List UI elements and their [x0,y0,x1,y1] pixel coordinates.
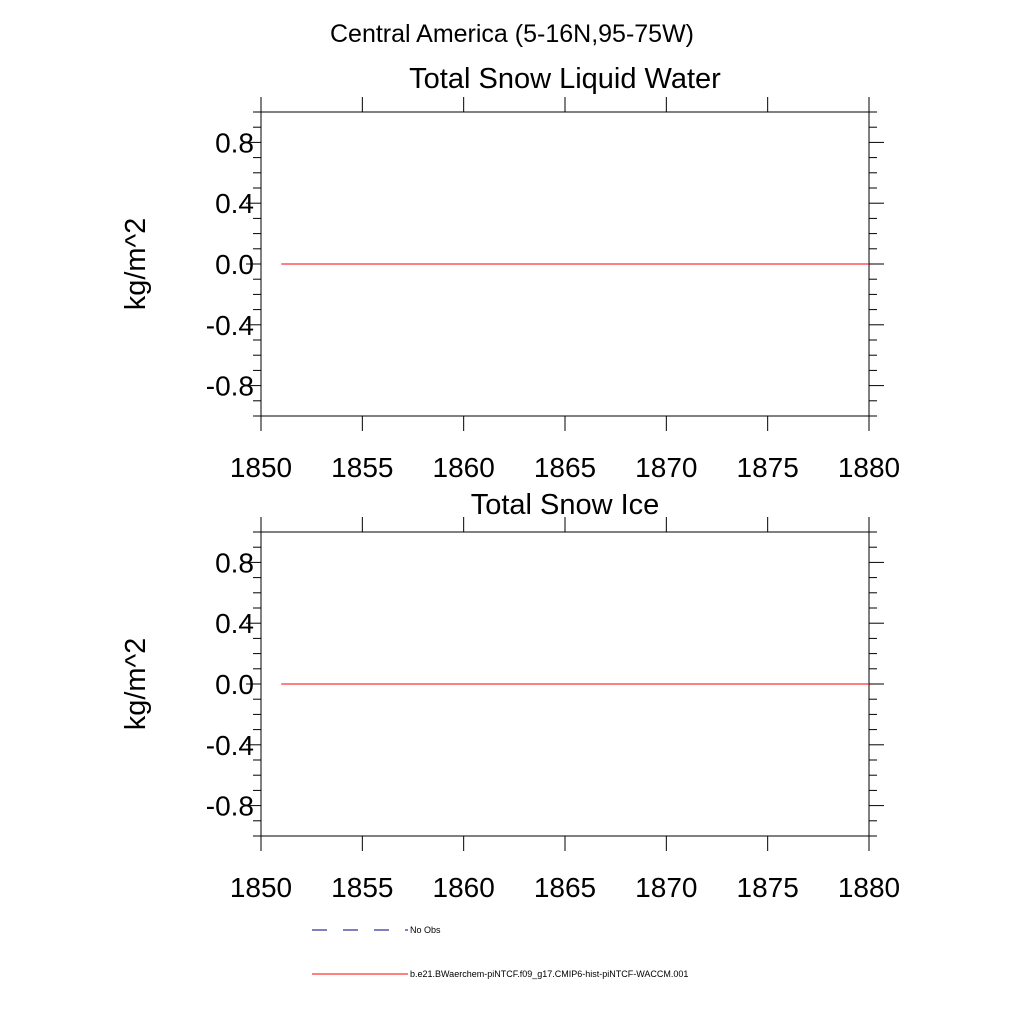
x-tick-label: 1850 [230,452,292,483]
x-tick-label: 1870 [635,452,697,483]
y-tick-labels: 0.8 0.4 0.0 -0.4 -0.8 [206,547,254,821]
x-tick-label: 1850 [230,872,292,903]
y-tick-label: 0.0 [215,669,254,700]
y-tick-label: -0.8 [206,791,254,822]
x-tick-label: 1860 [433,452,495,483]
x-tick-label: 1880 [838,452,900,483]
y-tick-label: 0.8 [215,127,254,158]
plot-panel-snow-ice: Total Snow Ice kg/m^2 1850 1855 1860 1865 18… [120,489,900,903]
y-tick-labels: 0.8 0.4 0.0 -0.4 -0.8 [206,127,254,401]
y-tick-label: -0.4 [206,730,254,761]
plot-panel-snow-liquid-water: Total Snow Liquid Water kg/m^2 1850 1855 1… [120,63,900,483]
y-axis-label: kg/m^2 [120,638,152,731]
x-tick-label: 1860 [433,872,495,903]
x-tick-label: 1865 [534,452,596,483]
legend: No Obs b.e21.BWaerchem-piNTCF.f09_g17.CM… [312,925,688,979]
x-tick-labels: 1850 1855 1860 1865 1870 1875 1880 [230,452,900,483]
x-tick-label: 1875 [737,452,799,483]
x-tick-label: 1855 [331,452,393,483]
x-tick-labels: 1850 1855 1860 1865 1870 1875 1880 [230,872,900,903]
y-tick-label: 0.8 [215,547,254,578]
y-tick-label: 0.4 [215,188,254,219]
legend-label-no-obs: No Obs [410,925,441,935]
figure-suptitle: Central America (5-16N,95-75W) [330,20,694,48]
axis-ticks [246,97,884,431]
x-tick-label: 1870 [635,872,697,903]
x-tick-label: 1865 [534,872,596,903]
y-tick-label: 0.4 [215,608,254,639]
legend-label-model-run: b.e21.BWaerchem-piNTCF.f09_g17.CMIP6-his… [410,969,688,979]
x-tick-label: 1880 [838,872,900,903]
y-tick-label: 0.0 [215,249,254,280]
x-tick-label: 1875 [737,872,799,903]
y-axis-label: kg/m^2 [120,218,152,311]
axis-ticks [246,517,884,851]
plot-title: Total Snow Ice [471,489,660,521]
x-tick-label: 1855 [331,872,393,903]
y-tick-label: -0.4 [206,310,254,341]
y-tick-label: -0.8 [206,371,254,402]
plot-title: Total Snow Liquid Water [409,63,721,95]
